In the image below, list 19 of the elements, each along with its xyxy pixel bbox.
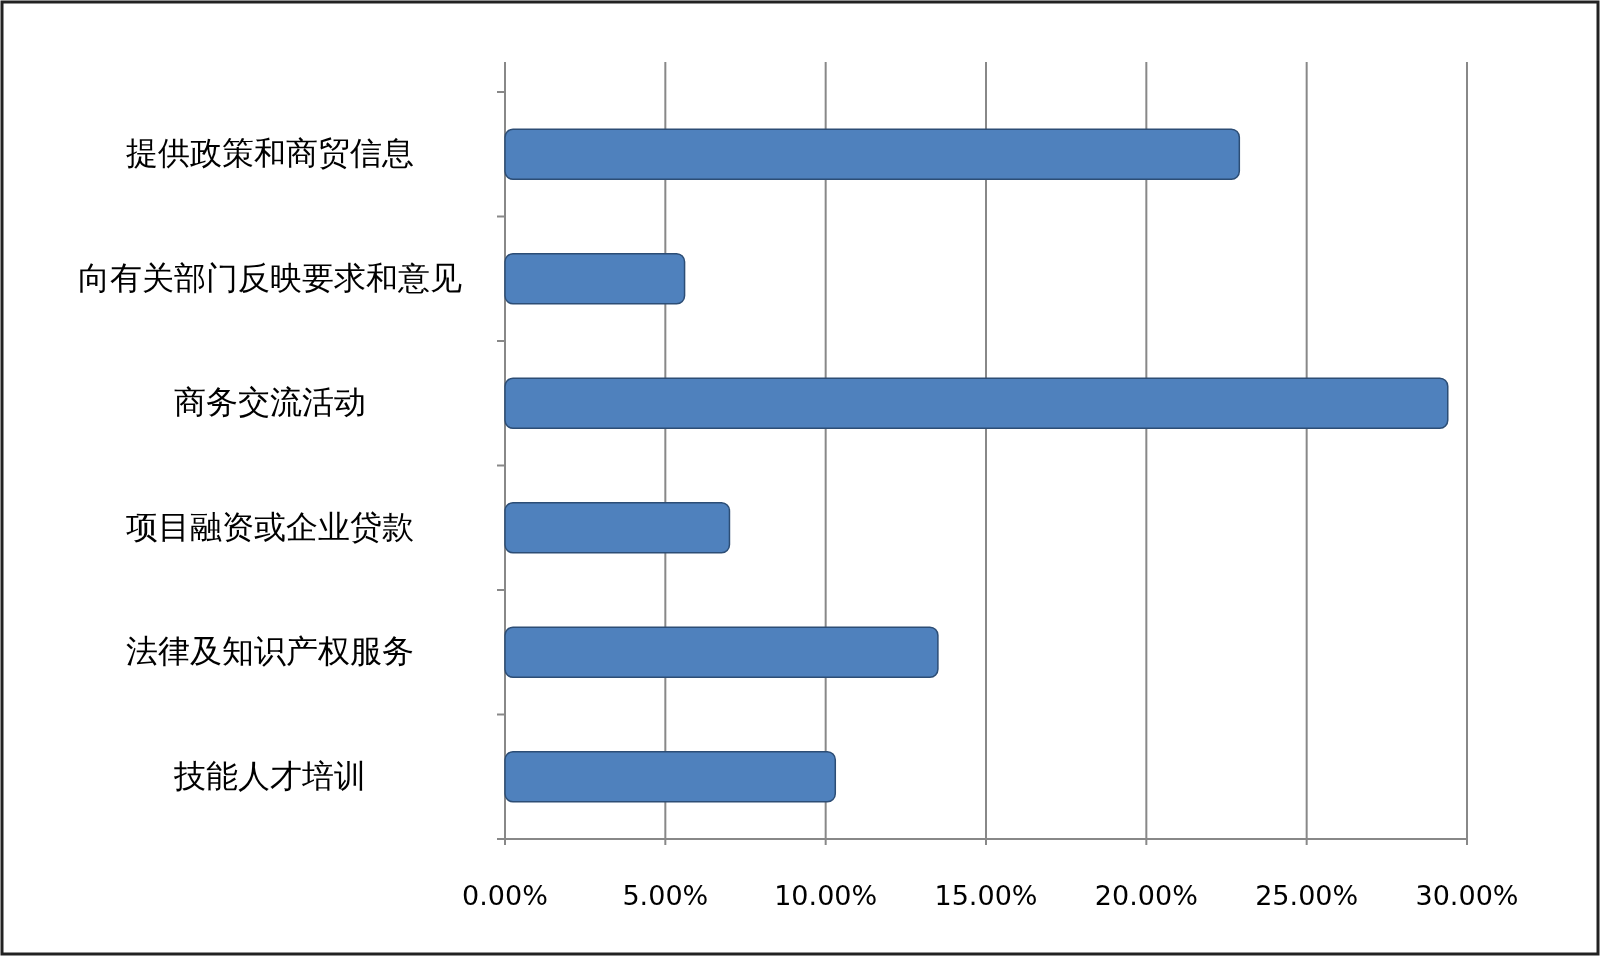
y-tick-label: 技能人才培训 [173,756,366,795]
x-tick-label: 10.00% [774,880,878,911]
y-tick-label: 法律及知识产权服务 [126,632,414,671]
x-tick-label: 15.00% [934,880,1038,911]
y-tick-label: 向有关部门反映要求和意见 [78,258,462,297]
y-tick-label: 提供政策和商贸信息 [126,134,414,173]
x-tick-label: 5.00% [622,880,709,911]
bar [504,128,1241,180]
bar [504,377,1449,429]
bar [504,626,939,678]
x-tick-label: 30.00% [1415,880,1519,911]
y-tick-label: 商务交流活动 [174,383,366,422]
x-tick-label: 25.00% [1255,880,1359,911]
bar [504,502,731,554]
bar [504,751,837,803]
x-tick-label: 0.00% [462,880,548,911]
bar [504,253,686,305]
y-tick-label: 项目融资或企业贷款 [126,507,414,546]
x-tick-label: 20.00% [1094,880,1198,911]
